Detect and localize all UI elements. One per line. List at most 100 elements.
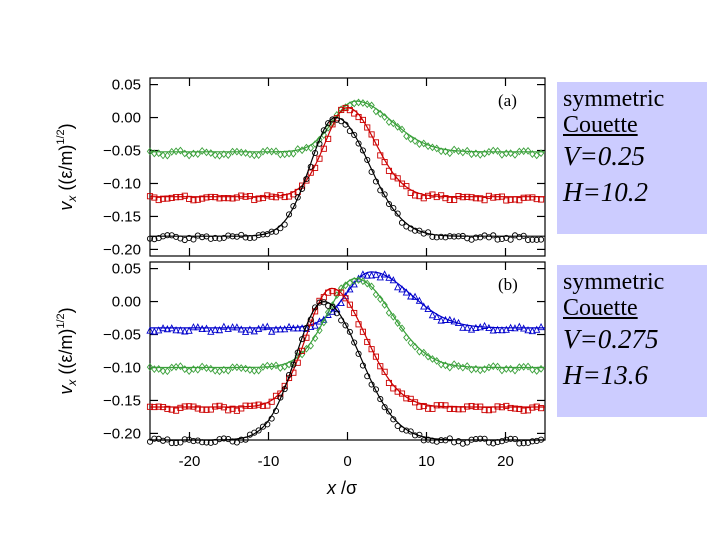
data-point-square (220, 195, 227, 202)
data-point-diamond (503, 365, 510, 373)
data-point-diamond (507, 364, 514, 373)
data-point-square (385, 379, 393, 386)
data-point-diamond (433, 144, 440, 153)
data-point-square (425, 192, 432, 199)
data-point-square (455, 406, 462, 413)
data-point-triangle (459, 323, 467, 331)
data-point-diamond (455, 147, 462, 155)
data-point-triangle (359, 270, 367, 278)
ytick-label: 0.00 (112, 110, 141, 127)
data-point-triangle (437, 316, 445, 324)
data-point-circle (451, 439, 458, 446)
data-point-diamond (529, 150, 536, 158)
data-point-triangle (367, 271, 376, 279)
data-point-circle (264, 231, 271, 238)
data-point-square (511, 405, 519, 412)
data-point-square (159, 403, 167, 411)
xtick-label: -20 (179, 453, 201, 470)
data-point-triangle (415, 296, 424, 304)
data-point-circle (207, 235, 214, 242)
data-point-circle (268, 228, 275, 235)
data-point-square (485, 192, 492, 199)
data-point-square (246, 402, 253, 409)
data-point-triangle (163, 325, 172, 333)
data-point-triangle (515, 322, 523, 330)
data-point-diamond (242, 149, 249, 157)
data-point-triangle (315, 317, 324, 325)
data-point-triangle (441, 315, 450, 323)
data-point-diamond (364, 279, 371, 288)
data-point-circle (377, 396, 384, 403)
data-point-diamond (194, 365, 201, 374)
data-point-square (529, 194, 536, 201)
data-point-triangle (507, 323, 515, 331)
data-point-diamond (207, 149, 215, 157)
ytick-label: −0.10 (103, 175, 141, 192)
data-point-circle (485, 439, 492, 446)
data-point-diamond (155, 364, 162, 373)
data-point-square (177, 404, 184, 411)
data-point-circle (307, 316, 314, 323)
data-point-diamond (220, 365, 228, 374)
data-point-triangle (389, 276, 397, 284)
data-point-circle (498, 438, 505, 445)
ytick-label: −0.15 (103, 392, 141, 409)
data-point-circle (207, 439, 214, 446)
data-point-circle (255, 427, 262, 434)
data-point-square (212, 194, 219, 201)
data-point-circle (177, 439, 184, 446)
data-point-square (498, 193, 505, 200)
data-point-circle (372, 386, 379, 393)
data-point-circle (312, 149, 319, 157)
data-point-diamond (355, 98, 362, 107)
data-point-square (194, 196, 201, 203)
data-point-square (225, 407, 232, 414)
data-point-circle (146, 438, 154, 445)
panel-b-label: (b) (498, 275, 518, 294)
data-point-circle (316, 140, 323, 147)
data-point-diamond (185, 151, 193, 160)
data-point-triangle (185, 326, 193, 334)
data-point-circle (229, 233, 236, 240)
data-point-circle (533, 437, 540, 444)
data-point-square (168, 194, 175, 201)
data-point-circle (429, 233, 436, 240)
annotation-b-h: H=13.6 (563, 360, 648, 390)
data-point-square (442, 402, 449, 409)
data-point-circle (303, 175, 310, 183)
data-point-square (459, 194, 466, 201)
data-point-triangle (433, 312, 441, 321)
data-point-square (181, 403, 188, 410)
data-point-diamond (381, 301, 388, 309)
data-point-square (364, 124, 371, 131)
data-point-circle (507, 435, 514, 442)
data-point-triangle (463, 323, 471, 331)
data-point-diamond (368, 282, 375, 291)
data-point-square (416, 403, 423, 410)
data-point-triangle (346, 285, 354, 293)
data-point-diamond (372, 107, 380, 116)
data-point-diamond (424, 352, 432, 361)
data-point-circle (251, 234, 258, 241)
data-point-triangle (237, 325, 245, 333)
data-point-circle (516, 440, 523, 447)
data-point-circle (364, 373, 371, 380)
data-point-square (438, 402, 445, 409)
data-point-square (359, 116, 366, 123)
data-point-triangle (172, 326, 180, 334)
data-point-square (533, 196, 540, 203)
data-point-circle (368, 168, 375, 175)
data-point-circle (472, 234, 479, 241)
data-point-circle (242, 436, 249, 443)
data-point-diamond (411, 342, 419, 351)
ytick-label: −0.05 (103, 143, 141, 160)
data-point-diamond (490, 146, 497, 155)
data-point-triangle (224, 324, 232, 332)
data-point-square (164, 405, 171, 412)
series-line-diamond (150, 100, 545, 153)
data-point-square (186, 195, 193, 202)
data-point-triangle (528, 327, 536, 335)
data-point-diamond (181, 365, 188, 374)
annotation-a-line2: Couette (563, 112, 638, 138)
data-point-circle (164, 436, 171, 443)
